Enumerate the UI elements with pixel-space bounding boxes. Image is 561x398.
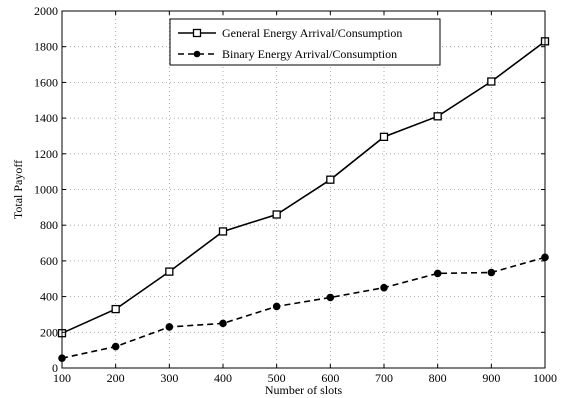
data-point	[111, 304, 120, 314]
legend-marker	[193, 50, 201, 58]
data-point	[433, 269, 442, 278]
data-point	[219, 319, 227, 328]
y-tick-label: 2000	[34, 4, 58, 18]
y-tick-label: 1400	[34, 111, 58, 125]
data-point	[487, 268, 496, 277]
series-layer	[57, 37, 550, 362]
y-tick-label: 1600	[34, 75, 58, 89]
data-point	[487, 77, 496, 86]
y-tick-label: 0	[52, 361, 58, 375]
x-tick-label: 700	[375, 371, 393, 385]
y-tick-label: 200	[40, 325, 58, 339]
y-tick-label: 400	[40, 290, 58, 304]
x-tick-label: 500	[268, 371, 286, 385]
ticks: 100 200 300 400 500 600 700 800 900 1000 0 200 400 60…	[34, 4, 557, 385]
x-tick-label: 800	[429, 371, 447, 385]
legend-marker	[192, 28, 202, 38]
x-tick-label: 100	[53, 371, 71, 385]
data-point	[380, 283, 388, 292]
x-tick-label: 1000	[533, 371, 557, 385]
data-point	[165, 323, 174, 331]
series-2	[58, 253, 549, 362]
series-line	[61, 256, 546, 359]
data-point	[326, 175, 335, 184]
x-axis-label: Number of slots	[265, 383, 343, 397]
data-point	[272, 210, 281, 219]
legend-label: General Energy Arrival/Consumption	[222, 26, 402, 40]
legend: General Energy Arrival/Consumption Binary…	[169, 18, 441, 66]
y-tick-label: 1200	[34, 147, 58, 161]
y-axis-label: Total Payoff	[11, 160, 25, 219]
y-tick-label: 1000	[34, 183, 58, 197]
legend-label: Binary Energy Arrival/Consumption	[222, 47, 397, 61]
x-tick-label: 400	[214, 371, 232, 385]
data-point	[165, 267, 174, 276]
x-tick-label: 600	[321, 371, 339, 385]
data-point	[326, 293, 335, 302]
y-tick-label: 600	[40, 254, 58, 268]
data-point	[218, 227, 228, 236]
legend-box	[169, 18, 441, 66]
y-tick-label: 1800	[34, 40, 58, 54]
x-tick-label: 200	[107, 371, 125, 385]
data-point	[111, 342, 120, 351]
grid	[62, 11, 545, 368]
series-line	[61, 40, 546, 334]
data-point	[272, 302, 281, 311]
x-tick-label: 300	[160, 371, 178, 385]
data-point	[379, 132, 389, 141]
y-tick-label: 800	[40, 218, 58, 232]
x-tick-label: 900	[482, 371, 500, 385]
data-point	[433, 112, 442, 121]
